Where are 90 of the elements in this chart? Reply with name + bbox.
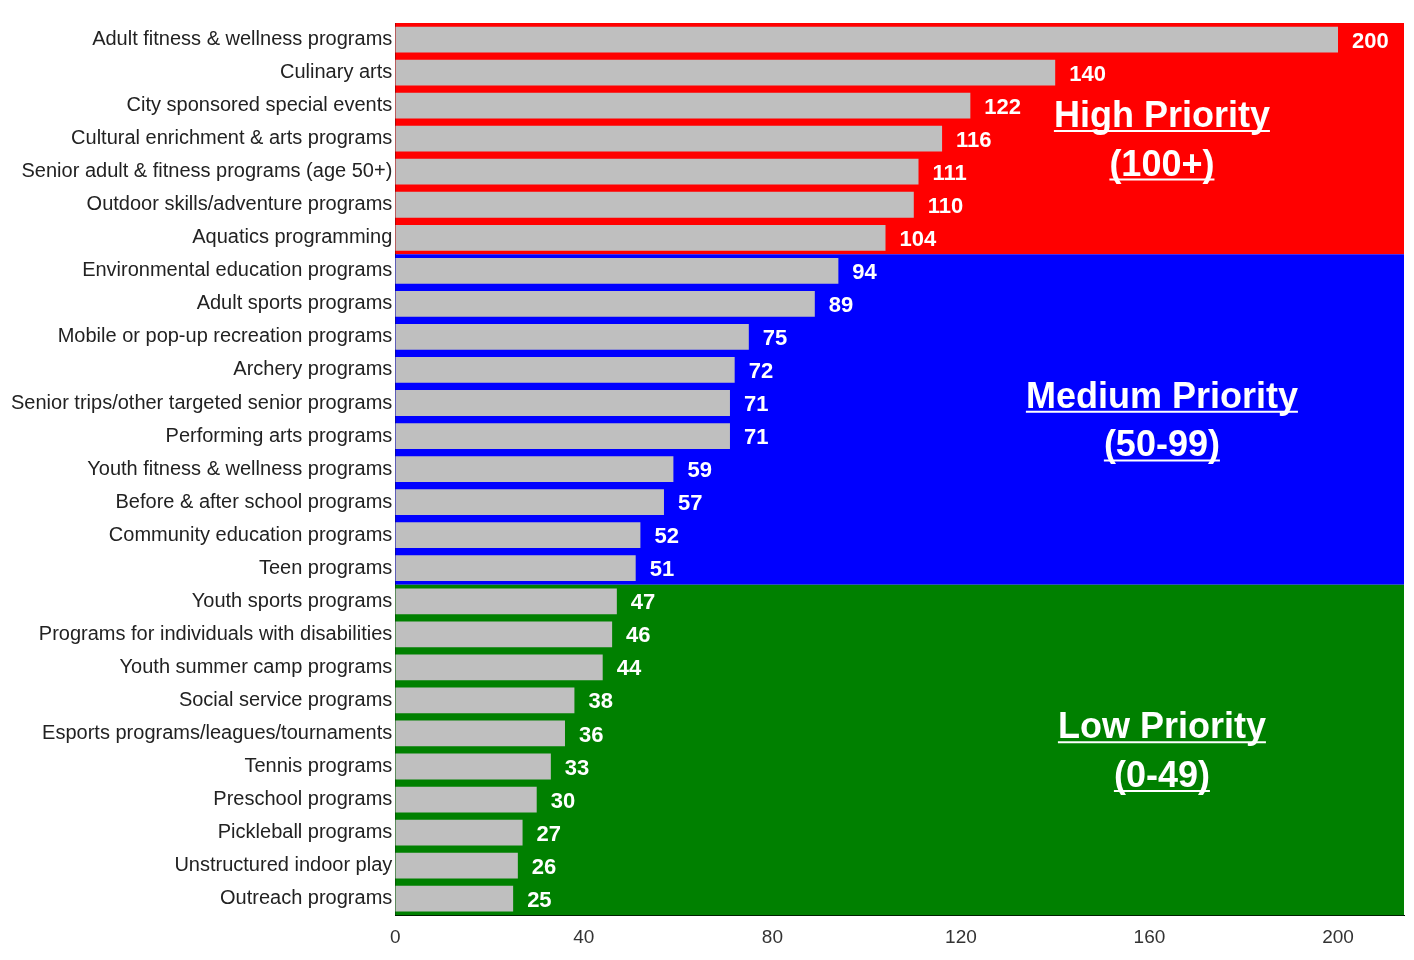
bar — [395, 852, 518, 879]
bar — [395, 224, 886, 251]
bar — [395, 786, 537, 813]
bar — [395, 588, 617, 615]
band-label: Low Priority (0-49) — [1057, 705, 1266, 795]
x-tick-label: 40 — [573, 925, 595, 947]
x-tick-label: 0 — [390, 925, 401, 947]
y-tick-label: Adult fitness & wellness programs — [92, 27, 393, 50]
bar — [395, 885, 514, 912]
bar — [395, 522, 641, 549]
data-label: 94 — [852, 258, 878, 284]
data-label: 122 — [984, 93, 1022, 119]
y-tick-label: City sponsored special events — [126, 93, 393, 116]
y-tick-label: Cultural enrichment & arts programs — [71, 126, 393, 149]
bar — [395, 720, 565, 747]
bar — [395, 191, 914, 218]
band-label: Medium Priority (50-99) — [1025, 374, 1298, 465]
y-tick-label: Outdoor skills/adventure programs — [86, 192, 393, 215]
data-label: 33 — [564, 754, 590, 780]
y-tick-label: Environmental education programs — [82, 258, 393, 281]
data-label: 110 — [927, 192, 964, 218]
y-tick-label: Senior trips/other targeted senior programs — [10, 390, 393, 413]
data-label: 38 — [588, 688, 613, 714]
y-tick-label: Culinary arts — [280, 60, 393, 83]
data-label: 46 — [626, 622, 651, 648]
bar — [395, 753, 551, 780]
bar — [395, 324, 749, 350]
data-label: 140 — [1069, 60, 1106, 86]
bar — [395, 489, 664, 516]
bar — [395, 621, 613, 648]
bar — [395, 158, 919, 185]
data-label: 25 — [527, 886, 552, 912]
bar — [395, 819, 523, 846]
bar — [395, 555, 636, 582]
data-label: 59 — [687, 457, 712, 483]
y-tick-label: Archery programs — [233, 357, 393, 380]
x-tick-label: 120 — [945, 925, 977, 947]
data-label: 75 — [762, 324, 788, 350]
y-tick-label: Before & after school programs — [115, 489, 393, 512]
bar — [395, 456, 674, 482]
y-tick-label: Senior adult & fitness programs (age 50+) — [21, 159, 393, 182]
y-tick-label: Youth fitness & wellness programs — [87, 456, 393, 479]
y-tick-label: Esports programs/leagues/tournaments — [42, 720, 393, 743]
bar — [395, 423, 730, 449]
data-label: 36 — [578, 721, 604, 747]
data-label: 47 — [630, 589, 656, 615]
data-label: 30 — [550, 787, 576, 813]
bar — [395, 290, 815, 317]
data-label: 57 — [677, 490, 703, 516]
data-label: 26 — [531, 853, 557, 879]
y-tick-label: Performing arts programs — [165, 423, 393, 446]
y-tick-label: Preschool programs — [213, 787, 393, 810]
data-label: 116 — [956, 126, 992, 152]
data-label: 51 — [649, 556, 675, 582]
y-tick-label: Tennis programs — [244, 754, 393, 777]
bar — [395, 390, 730, 416]
bar — [395, 654, 603, 681]
y-tick-label: Outreach programs — [220, 886, 393, 909]
y-tick-label: Adult sports programs — [196, 291, 393, 314]
y-tick-label: Programs for individuals with disabilities — [38, 621, 393, 644]
data-label: 104 — [899, 225, 937, 251]
data-label: 89 — [828, 291, 854, 317]
data-label: 27 — [536, 820, 562, 846]
data-label: 71 — [743, 424, 769, 450]
data-label: 72 — [748, 358, 774, 384]
x-tick-label: 80 — [761, 925, 783, 947]
bar — [395, 257, 839, 284]
bar — [395, 357, 735, 383]
bar — [395, 26, 1339, 53]
band-label: High Priority (100+) — [1053, 93, 1270, 184]
bar — [395, 92, 971, 119]
data-label: 52 — [654, 523, 679, 549]
data-label: 200 — [1352, 27, 1389, 53]
x-tick-label: 160 — [1133, 925, 1166, 947]
y-tick-label: Aquatics programming — [192, 225, 393, 248]
y-tick-label: Community education programs — [108, 522, 393, 545]
y-tick-label: Teen programs — [258, 555, 393, 578]
y-tick-label: Youth sports programs — [191, 588, 393, 611]
y-tick-label: Mobile or pop-up recreation programs — [57, 324, 393, 347]
data-label: 71 — [743, 391, 769, 417]
data-label: 44 — [616, 655, 642, 681]
y-tick-label: Social service programs — [178, 687, 393, 710]
bar — [395, 59, 1056, 86]
bar — [395, 687, 575, 714]
y-tick-label: Pickleball programs — [217, 820, 393, 843]
y-tick-label: Unstructured indoor play — [174, 853, 393, 876]
bar — [395, 125, 943, 152]
x-tick-label: 200 — [1322, 925, 1354, 947]
data-label: 111 — [932, 159, 967, 185]
y-tick-label: Youth summer camp programs — [119, 654, 393, 677]
